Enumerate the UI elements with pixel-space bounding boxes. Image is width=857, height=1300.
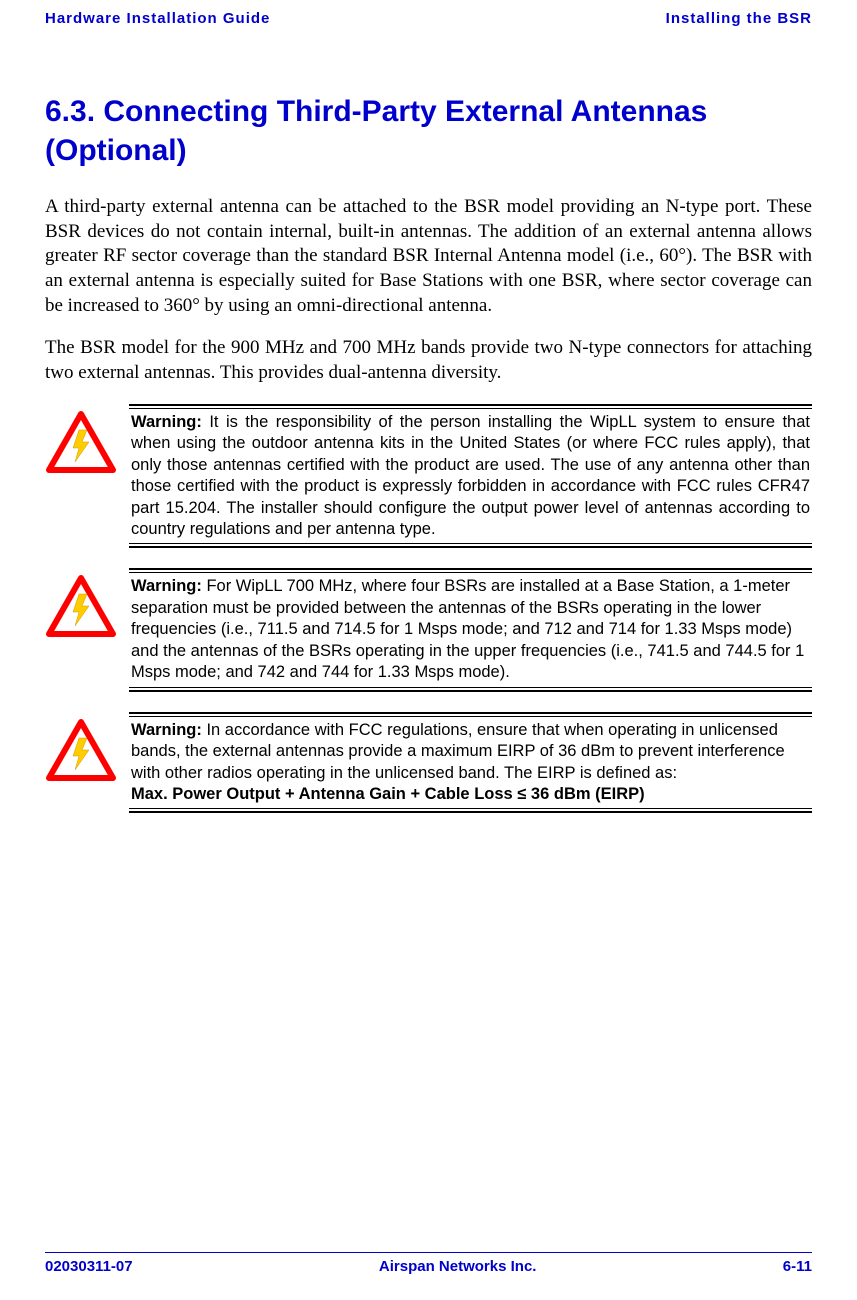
warning-triangle-icon	[45, 410, 117, 478]
warning-body-3: In accordance with FCC regulations, ensu…	[131, 721, 785, 782]
paragraph-2: The BSR model for the 900 MHz and 700 MH…	[45, 336, 812, 385]
warning-text-box-2: Warning: For WipLL 700 MHz, where four B…	[129, 568, 812, 691]
warning-body-1: It is the responsibility of the person i…	[131, 413, 810, 538]
header-left: Hardware Installation Guide	[45, 10, 270, 27]
warning-label-2: Warning:	[131, 577, 202, 595]
section-title: 6.3. Connecting Third-Party External Ant…	[45, 92, 812, 170]
footer-right: 6-11	[783, 1258, 812, 1275]
warning-text-box-3: Warning: In accordance with FCC regulati…	[129, 712, 812, 814]
page-header: Hardware Installation Guide Installing t…	[0, 0, 857, 32]
warning-body-2: For WipLL 700 MHz, where four BSRs are i…	[131, 577, 804, 681]
warning-label-1: Warning:	[131, 413, 202, 431]
warning-formula: Max. Power Output + Antenna Gain + Cable…	[131, 785, 645, 803]
warning-triangle-icon	[45, 718, 117, 786]
warning-triangle-icon	[45, 574, 117, 642]
paragraph-1: A third-party external antenna can be at…	[45, 195, 812, 318]
warning-block-3: Warning: In accordance with FCC regulati…	[45, 712, 812, 814]
footer-left: 02030311-07	[45, 1258, 133, 1275]
warning-block-2: Warning: For WipLL 700 MHz, where four B…	[45, 568, 812, 691]
warning-text-3: Warning: In accordance with FCC regulati…	[129, 716, 812, 810]
warning-text-1: Warning: It is the responsibility of the…	[129, 408, 812, 545]
warning-label-3: Warning:	[131, 721, 202, 739]
warning-text-2: Warning: For WipLL 700 MHz, where four B…	[129, 572, 812, 687]
header-right: Installing the BSR	[666, 10, 812, 27]
page-footer: 02030311-07 Airspan Networks Inc. 6-11	[45, 1252, 812, 1275]
page-content: 6.3. Connecting Third-Party External Ant…	[0, 32, 857, 813]
warning-block-1: Warning: It is the responsibility of the…	[45, 404, 812, 549]
footer-center: Airspan Networks Inc.	[379, 1258, 537, 1275]
warning-text-box-1: Warning: It is the responsibility of the…	[129, 404, 812, 549]
